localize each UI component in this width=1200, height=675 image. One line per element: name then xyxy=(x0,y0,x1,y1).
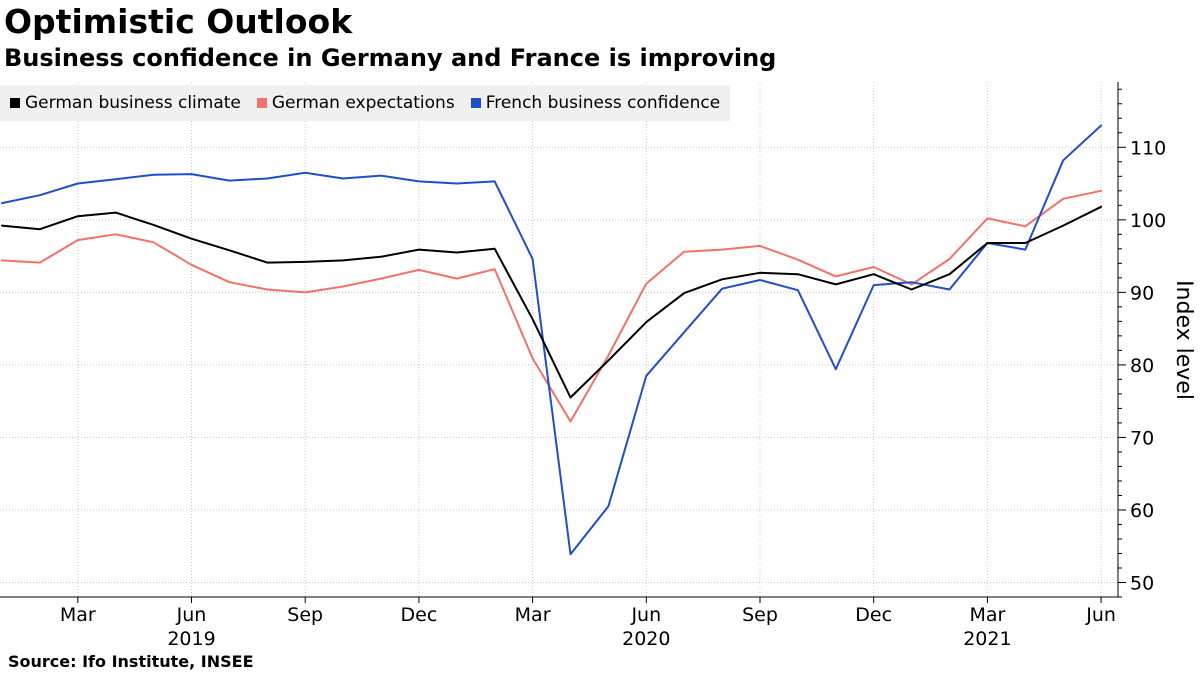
series-lines xyxy=(1,124,1103,556)
legend-item-french-confidence: French business confidence xyxy=(470,93,721,113)
series-line-german-expectations xyxy=(1,189,1103,423)
source-note: Source: Ifo Institute, INSEE xyxy=(8,652,254,671)
legend-swatch-black xyxy=(10,98,20,108)
legend-swatch-blue xyxy=(470,98,481,108)
x-tick-label: Sep xyxy=(287,604,323,626)
series-line-german-climate xyxy=(1,205,1103,399)
x-tick-label: Dec xyxy=(855,604,892,626)
legend-label: French business confidence xyxy=(485,93,721,113)
y-tick-label: 110 xyxy=(1130,137,1166,159)
y-axis-label: Index level xyxy=(1171,280,1196,400)
x-tick-label: Jun xyxy=(630,604,661,626)
x-tick-label: Mar xyxy=(60,604,96,626)
x-tick-label: Mar xyxy=(969,604,1005,626)
chart-subtitle: Business confidence in Germany and Franc… xyxy=(4,44,777,72)
y-tick-label: 60 xyxy=(1130,500,1154,522)
legend-item-german-expectations: German expectations xyxy=(256,93,455,113)
legend: German business climate German expectati… xyxy=(0,85,731,121)
y-tick-label: 90 xyxy=(1130,282,1154,304)
series-line-french-confidence xyxy=(1,124,1103,556)
x-year-label: 2021 xyxy=(963,628,1011,650)
x-tick-label: Sep xyxy=(742,604,778,626)
x-tick-label: Mar xyxy=(515,604,551,626)
y-axis: 50 60 70 80 90 100 110 xyxy=(1117,82,1166,598)
y-tick-label: 50 xyxy=(1130,572,1154,594)
x-year-label: 2019 xyxy=(167,628,215,650)
legend-item-german-climate: German business climate xyxy=(10,93,241,113)
x-year-label: 2020 xyxy=(622,628,670,650)
legend-label: German expectations xyxy=(271,93,455,113)
x-tick-label: Jun xyxy=(176,604,207,626)
legend-label: German business climate xyxy=(25,93,241,113)
grid-lines xyxy=(0,82,1118,597)
y-tick-label: 80 xyxy=(1130,355,1154,377)
chart-title: Optimistic Outlook xyxy=(4,2,353,41)
y-tick-label: 100 xyxy=(1130,210,1166,232)
legend-swatch-red xyxy=(256,98,267,108)
x-tick-label: Jun xyxy=(1085,604,1116,626)
y-tick-label: 70 xyxy=(1130,427,1154,449)
x-tick-label: Dec xyxy=(401,604,438,626)
